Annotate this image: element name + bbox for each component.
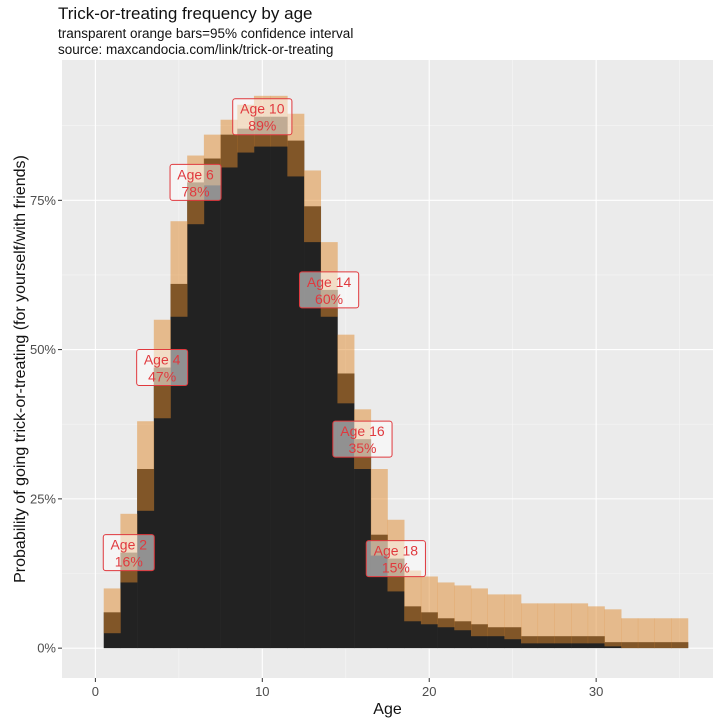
- estimate-bar: [203, 158, 221, 649]
- ci-bar: [170, 221, 188, 317]
- x-tick-label: 0: [92, 684, 99, 699]
- ci-bar: [637, 618, 655, 649]
- annotation-value-text: 60%: [315, 291, 343, 307]
- ci-bar: [404, 570, 422, 622]
- estimate-bar: [320, 289, 338, 649]
- ci-bar: [337, 334, 355, 404]
- y-tick-label: 50%: [30, 342, 56, 357]
- ci-bar: [487, 594, 505, 637]
- annotation-value-text: 15%: [382, 560, 410, 576]
- ci-bar: [304, 170, 322, 243]
- estimate-bar: [270, 116, 288, 649]
- annotation-age-text: Age 10: [240, 101, 285, 117]
- y-tick-label: 0%: [37, 641, 56, 656]
- estimate-bars: [103, 116, 689, 649]
- ci-bar: [437, 582, 455, 628]
- ci-bar: [420, 576, 438, 625]
- annotation-age-text: Age 14: [307, 274, 352, 290]
- estimate-bar: [153, 367, 171, 649]
- estimate-bar: [304, 206, 322, 649]
- estimate-bar: [337, 373, 355, 649]
- ci-bar: [654, 618, 672, 649]
- annotation-age-text: Age 4: [144, 352, 181, 368]
- ci-bar: [671, 618, 689, 649]
- x-axis-label: Age: [373, 701, 402, 718]
- annotation-2: Age 216%: [102, 534, 155, 572]
- ci-bar: [587, 606, 605, 644]
- annotation-box: [332, 420, 393, 458]
- annotation-value-text: 89%: [248, 118, 276, 134]
- estimate-bar: [170, 283, 188, 649]
- annotation-6: Age 678%: [169, 163, 222, 201]
- chart-title: Trick-or-treating frequency by age: [58, 4, 313, 23]
- annotation-value-text: 47%: [148, 369, 176, 385]
- annotation-age-text: Age 2: [110, 537, 147, 553]
- ci-bar: [470, 588, 488, 637]
- annotation-value-text: 35%: [348, 440, 376, 456]
- y-tick-label: 75%: [30, 193, 56, 208]
- estimate-bar: [220, 134, 238, 649]
- annotation-age-text: Age 18: [374, 543, 419, 559]
- annotation-age-text: Age 16: [340, 423, 385, 439]
- y-tick-label: 25%: [30, 491, 56, 506]
- annotation-4: Age 447%: [136, 349, 189, 387]
- ci-bar: [370, 469, 388, 556]
- x-tick-label: 20: [422, 684, 436, 699]
- ci-bar: [137, 421, 155, 511]
- estimate-bar: [253, 116, 271, 649]
- x-axis-ticks: 0 10 20 30: [92, 678, 603, 699]
- ci-bar: [454, 585, 472, 631]
- annotation-age-text: Age 6: [177, 166, 214, 182]
- annotation-box: [232, 98, 293, 136]
- annotation-value-text: 78%: [182, 183, 210, 199]
- chart-subtitle-line-2: source: maxcandocia.com/link/trick-or-tr…: [58, 42, 334, 57]
- x-tick-label: 30: [589, 684, 603, 699]
- estimate-bar: [187, 182, 205, 649]
- chart-subtitle-line-1: transparent orange bars=95% confidence i…: [58, 26, 354, 41]
- annotation-box: [298, 271, 360, 309]
- ci-bar: [554, 603, 572, 644]
- ci-bar: [621, 618, 639, 649]
- ci-bar: [103, 588, 121, 634]
- annotation-box: [136, 349, 189, 387]
- annotation-box: [169, 163, 222, 201]
- ci-bar: [537, 603, 555, 644]
- ci-bar: [521, 603, 539, 644]
- annotation-box: [102, 534, 155, 572]
- estimate-bar: [354, 439, 372, 649]
- annotation-box: [365, 540, 426, 578]
- estimate-bar: [237, 128, 255, 649]
- annotation-value-text: 16%: [115, 554, 143, 570]
- x-tick-label: 10: [255, 684, 269, 699]
- ci-bar: [604, 609, 622, 647]
- y-axis-label: Probability of going trick-or-treating (…: [12, 155, 29, 583]
- estimate-bar: [287, 140, 305, 649]
- ci-bar: [571, 603, 589, 644]
- ci-bar: [504, 594, 522, 640]
- y-axis-ticks: 0% 25% 50% 75%: [30, 193, 62, 656]
